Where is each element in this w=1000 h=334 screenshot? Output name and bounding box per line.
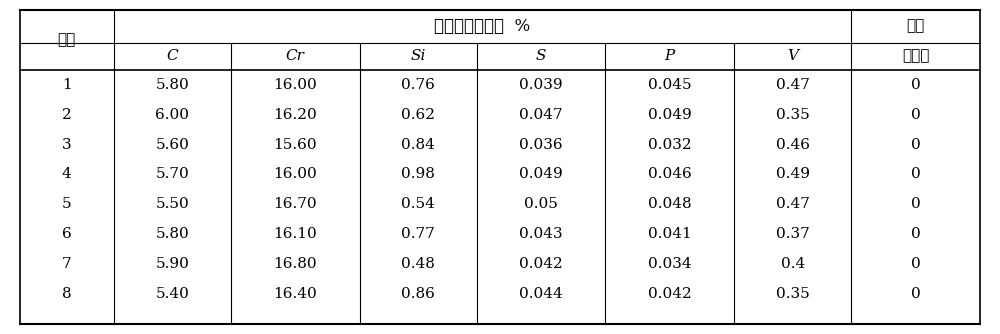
Text: 16.10: 16.10 [273,227,317,241]
Text: 0.044: 0.044 [519,287,563,301]
Text: 0: 0 [911,197,920,211]
Text: 0.046: 0.046 [648,167,692,181]
Text: V: V [787,49,798,63]
Text: 渣中: 渣中 [906,19,925,33]
Text: 16.70: 16.70 [273,197,317,211]
Text: S: S [536,49,546,63]
Text: 0.84: 0.84 [401,138,435,152]
Text: 0.041: 0.041 [648,227,692,241]
Text: 0.37: 0.37 [776,227,810,241]
Text: 0.49: 0.49 [776,167,810,181]
Text: 0.77: 0.77 [401,227,435,241]
Text: 6: 6 [62,227,72,241]
Text: 0.4: 0.4 [781,257,805,271]
Text: 0.048: 0.048 [648,197,692,211]
Text: 0.48: 0.48 [401,257,435,271]
Text: 0.47: 0.47 [776,197,810,211]
Text: Cr: Cr [286,49,305,63]
Text: 2: 2 [62,108,72,122]
Text: 5: 5 [62,197,72,211]
Text: 0: 0 [911,227,920,241]
Text: 0.043: 0.043 [519,227,563,241]
Text: 0.049: 0.049 [648,108,692,122]
Text: 16.80: 16.80 [273,257,317,271]
Text: C: C [166,49,178,63]
Text: 0.86: 0.86 [401,287,435,301]
Text: 0.62: 0.62 [401,108,435,122]
Text: 5.50: 5.50 [155,197,189,211]
Text: 0.032: 0.032 [648,138,692,152]
Text: 5.40: 5.40 [155,287,189,301]
Text: 16.20: 16.20 [273,108,317,122]
Text: 16.40: 16.40 [273,287,317,301]
Text: 0.039: 0.039 [519,78,563,92]
Text: 0: 0 [911,108,920,122]
Text: 5.80: 5.80 [155,227,189,241]
Text: 0.35: 0.35 [776,108,810,122]
Text: 0.049: 0.049 [519,167,563,181]
Text: 0.042: 0.042 [519,257,563,271]
Text: 0: 0 [911,167,920,181]
Text: 0: 0 [911,257,920,271]
Text: 0.05: 0.05 [524,197,558,211]
Text: 0.47: 0.47 [776,78,810,92]
Text: 0: 0 [911,138,920,152]
Text: 16.00: 16.00 [273,167,317,181]
Text: 0.54: 0.54 [401,197,435,211]
Text: 3: 3 [62,138,72,152]
Text: 0.98: 0.98 [401,167,435,181]
Text: 铬基合金钢成分  %: 铬基合金钢成分 % [434,18,531,35]
Text: 7: 7 [62,257,72,271]
Text: 5.80: 5.80 [155,78,189,92]
Text: Si: Si [410,49,426,63]
Text: 1: 1 [62,78,72,92]
Text: 16.00: 16.00 [273,78,317,92]
Text: 0.047: 0.047 [519,108,563,122]
Text: 0: 0 [911,78,920,92]
Text: 5.70: 5.70 [155,167,189,181]
Text: 5.60: 5.60 [155,138,189,152]
Text: 0.042: 0.042 [648,287,692,301]
Text: 8: 8 [62,287,72,301]
Text: 0.35: 0.35 [776,287,810,301]
Text: 0.76: 0.76 [401,78,435,92]
Text: 6.00: 6.00 [155,108,189,122]
Text: 0.46: 0.46 [776,138,810,152]
Text: 0: 0 [911,287,920,301]
Text: 4: 4 [62,167,72,181]
Text: 0.034: 0.034 [648,257,692,271]
Text: 炉号: 炉号 [58,33,76,47]
Text: 15.60: 15.60 [273,138,317,152]
Text: 5.90: 5.90 [155,257,189,271]
Text: P: P [665,49,675,63]
Text: 六价铬: 六价铬 [902,49,929,63]
Text: 0.045: 0.045 [648,78,692,92]
Text: 0.036: 0.036 [519,138,563,152]
